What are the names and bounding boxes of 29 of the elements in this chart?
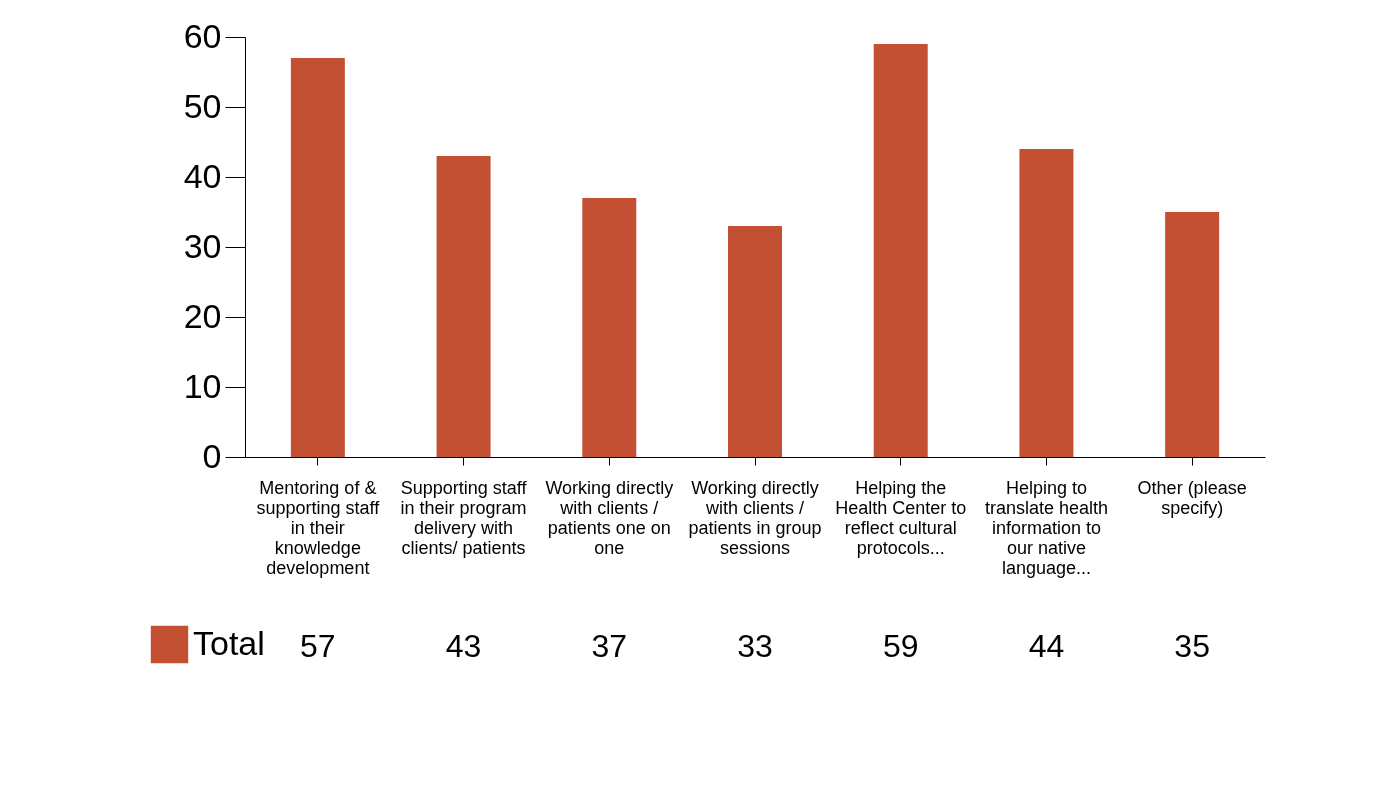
data-label: 35 [1174, 628, 1210, 664]
x-tick-label: Helping to translate health information to our native language... [984, 477, 1108, 578]
y-tick-label: 0 [202, 436, 222, 475]
bar [728, 226, 782, 457]
y-tick-label: 40 [183, 156, 222, 195]
y-tick-label: 60 [183, 16, 222, 55]
y-tick-label: 30 [183, 226, 222, 265]
data-label: 59 [882, 628, 919, 664]
x-tick-label: Mentoring of & supporting staff in their knowledge development [256, 477, 381, 578]
data-label: 37 [591, 628, 628, 664]
bar [290, 58, 345, 457]
x-tick-label: Working directly with clients / patients in group sessions [688, 477, 822, 558]
data-label: 33 [737, 628, 773, 664]
data-label: 43 [445, 628, 482, 664]
data-label: 57 [300, 628, 336, 664]
x-tick-label: Working directly with clients / patients one on one [545, 477, 674, 558]
y-tick-label: 50 [183, 86, 222, 125]
y-tick-label: 10 [183, 366, 222, 405]
x-tick-label: Helping the Health Center to reflect cultural protocols... [835, 477, 967, 558]
y-tick-label: 20 [183, 296, 222, 335]
data-label: 44 [1028, 628, 1065, 664]
x-tick-label: Other (please specify) [1137, 477, 1247, 518]
legend-label: Total [193, 623, 265, 662]
bar [873, 44, 928, 457]
x-tick-label: Supporting staff in their program delivery with clients/ patients [400, 477, 528, 558]
bar [1165, 212, 1220, 457]
bar [582, 198, 637, 457]
bar [1019, 149, 1074, 457]
bar [436, 156, 491, 457]
